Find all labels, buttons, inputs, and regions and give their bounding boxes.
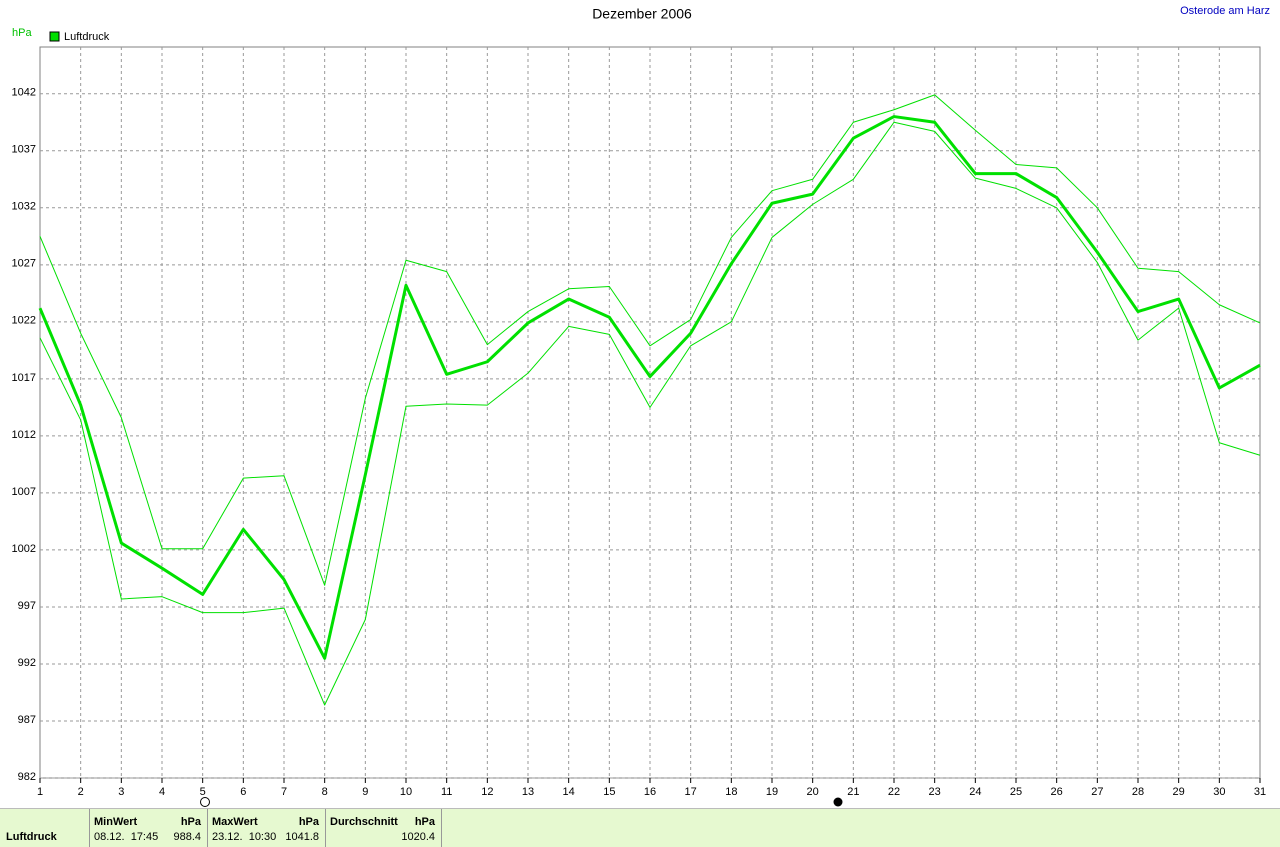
y-tick-label: 992 — [18, 657, 36, 669]
x-tick-label: 10 — [400, 786, 412, 798]
x-tick-label: 28 — [1132, 786, 1144, 798]
column-time: 23.12. 10:30 — [212, 831, 277, 843]
x-tick-label: 22 — [888, 786, 900, 798]
column-value: 1041.8 — [285, 831, 319, 843]
x-tick-label: 2 — [78, 786, 84, 798]
x-tick-label: 14 — [563, 786, 575, 798]
x-tick-label: 17 — [685, 786, 697, 798]
summary-label: Luftdruck — [6, 831, 57, 843]
min-marker — [200, 797, 210, 807]
location: Osterode am Harz — [1180, 5, 1270, 17]
y-unit: hPa — [12, 27, 32, 39]
y-tick-label: 982 — [18, 771, 36, 783]
column-header: MinWert — [94, 816, 138, 828]
column-separator — [89, 809, 90, 847]
y-tick-label: 1022 — [12, 315, 36, 327]
x-tick-label: 6 — [240, 786, 246, 798]
y-tick-label: 1027 — [12, 258, 36, 270]
column-separator — [441, 809, 442, 847]
chart: Dezember 2006 Osterode am Harz hPa 98298… — [12, 5, 1270, 807]
column-value: 1020.4 — [401, 831, 435, 843]
x-tick-label: 31 — [1254, 786, 1266, 798]
x-tick-label: 1 — [37, 786, 43, 798]
column-separator — [325, 809, 326, 847]
x-tick-label: 21 — [847, 786, 859, 798]
y-tick-label: 1017 — [12, 372, 36, 384]
y-tick-label: 987 — [18, 714, 36, 726]
series-line — [39, 94, 1261, 586]
column-unit: hPa — [298, 816, 319, 828]
summary: Luftdruck MinWert hPa 08.12. 17:45 988.4 Max… — [0, 808, 1280, 847]
x-tick-label: 15 — [603, 786, 615, 798]
column-unit: hPa — [414, 816, 435, 828]
y-tick-label: 1012 — [12, 429, 36, 441]
x-tick-label: 5 — [200, 786, 206, 798]
chart-title: Dezember 2006 — [592, 6, 692, 22]
column-time: 08.12. 17:45 — [94, 831, 159, 843]
y-tick-label: 1037 — [12, 144, 36, 156]
column-unit: hPa — [180, 816, 201, 828]
max-marker — [833, 797, 843, 807]
x-tick-label: 13 — [522, 786, 534, 798]
x-tick-label: 19 — [766, 786, 778, 798]
legend-swatch — [49, 31, 60, 42]
x-tick-label: 20 — [807, 786, 819, 798]
x-tick-label: 27 — [1091, 786, 1103, 798]
x-tick-label: 7 — [281, 786, 287, 798]
series-line — [39, 121, 1261, 706]
x-tick-label: 9 — [362, 786, 368, 798]
column-separator — [207, 809, 208, 847]
x-tick-label: 23 — [929, 786, 941, 798]
x-tick-label: 4 — [159, 786, 165, 798]
column-value: 988.4 — [173, 831, 201, 843]
y-tick-label: 1032 — [12, 201, 36, 213]
series-line — [38, 115, 1261, 660]
y-tick-label: 997 — [18, 600, 36, 612]
y-tick-label: 1002 — [12, 543, 36, 555]
x-tick-label: 18 — [725, 786, 737, 798]
column-header: Durchschnitt — [330, 816, 398, 828]
x-tick-label: 26 — [1051, 786, 1063, 798]
x-tick-label: 24 — [969, 786, 981, 798]
x-tick-label: 30 — [1213, 786, 1225, 798]
y-tick-label: 1042 — [12, 87, 36, 99]
legend-label: Luftdruck — [64, 31, 110, 43]
x-tick-label: 16 — [644, 786, 656, 798]
column-header: MaxWert — [212, 816, 258, 828]
x-tick-label: 25 — [1010, 786, 1022, 798]
x-tick-label: 12 — [481, 786, 493, 798]
x-tick-label: 11 — [441, 786, 452, 798]
y-tick-label: 1007 — [12, 486, 36, 498]
x-tick-label: 29 — [1173, 786, 1185, 798]
x-tick-label: 3 — [118, 786, 124, 798]
x-tick-label: 8 — [322, 786, 328, 798]
